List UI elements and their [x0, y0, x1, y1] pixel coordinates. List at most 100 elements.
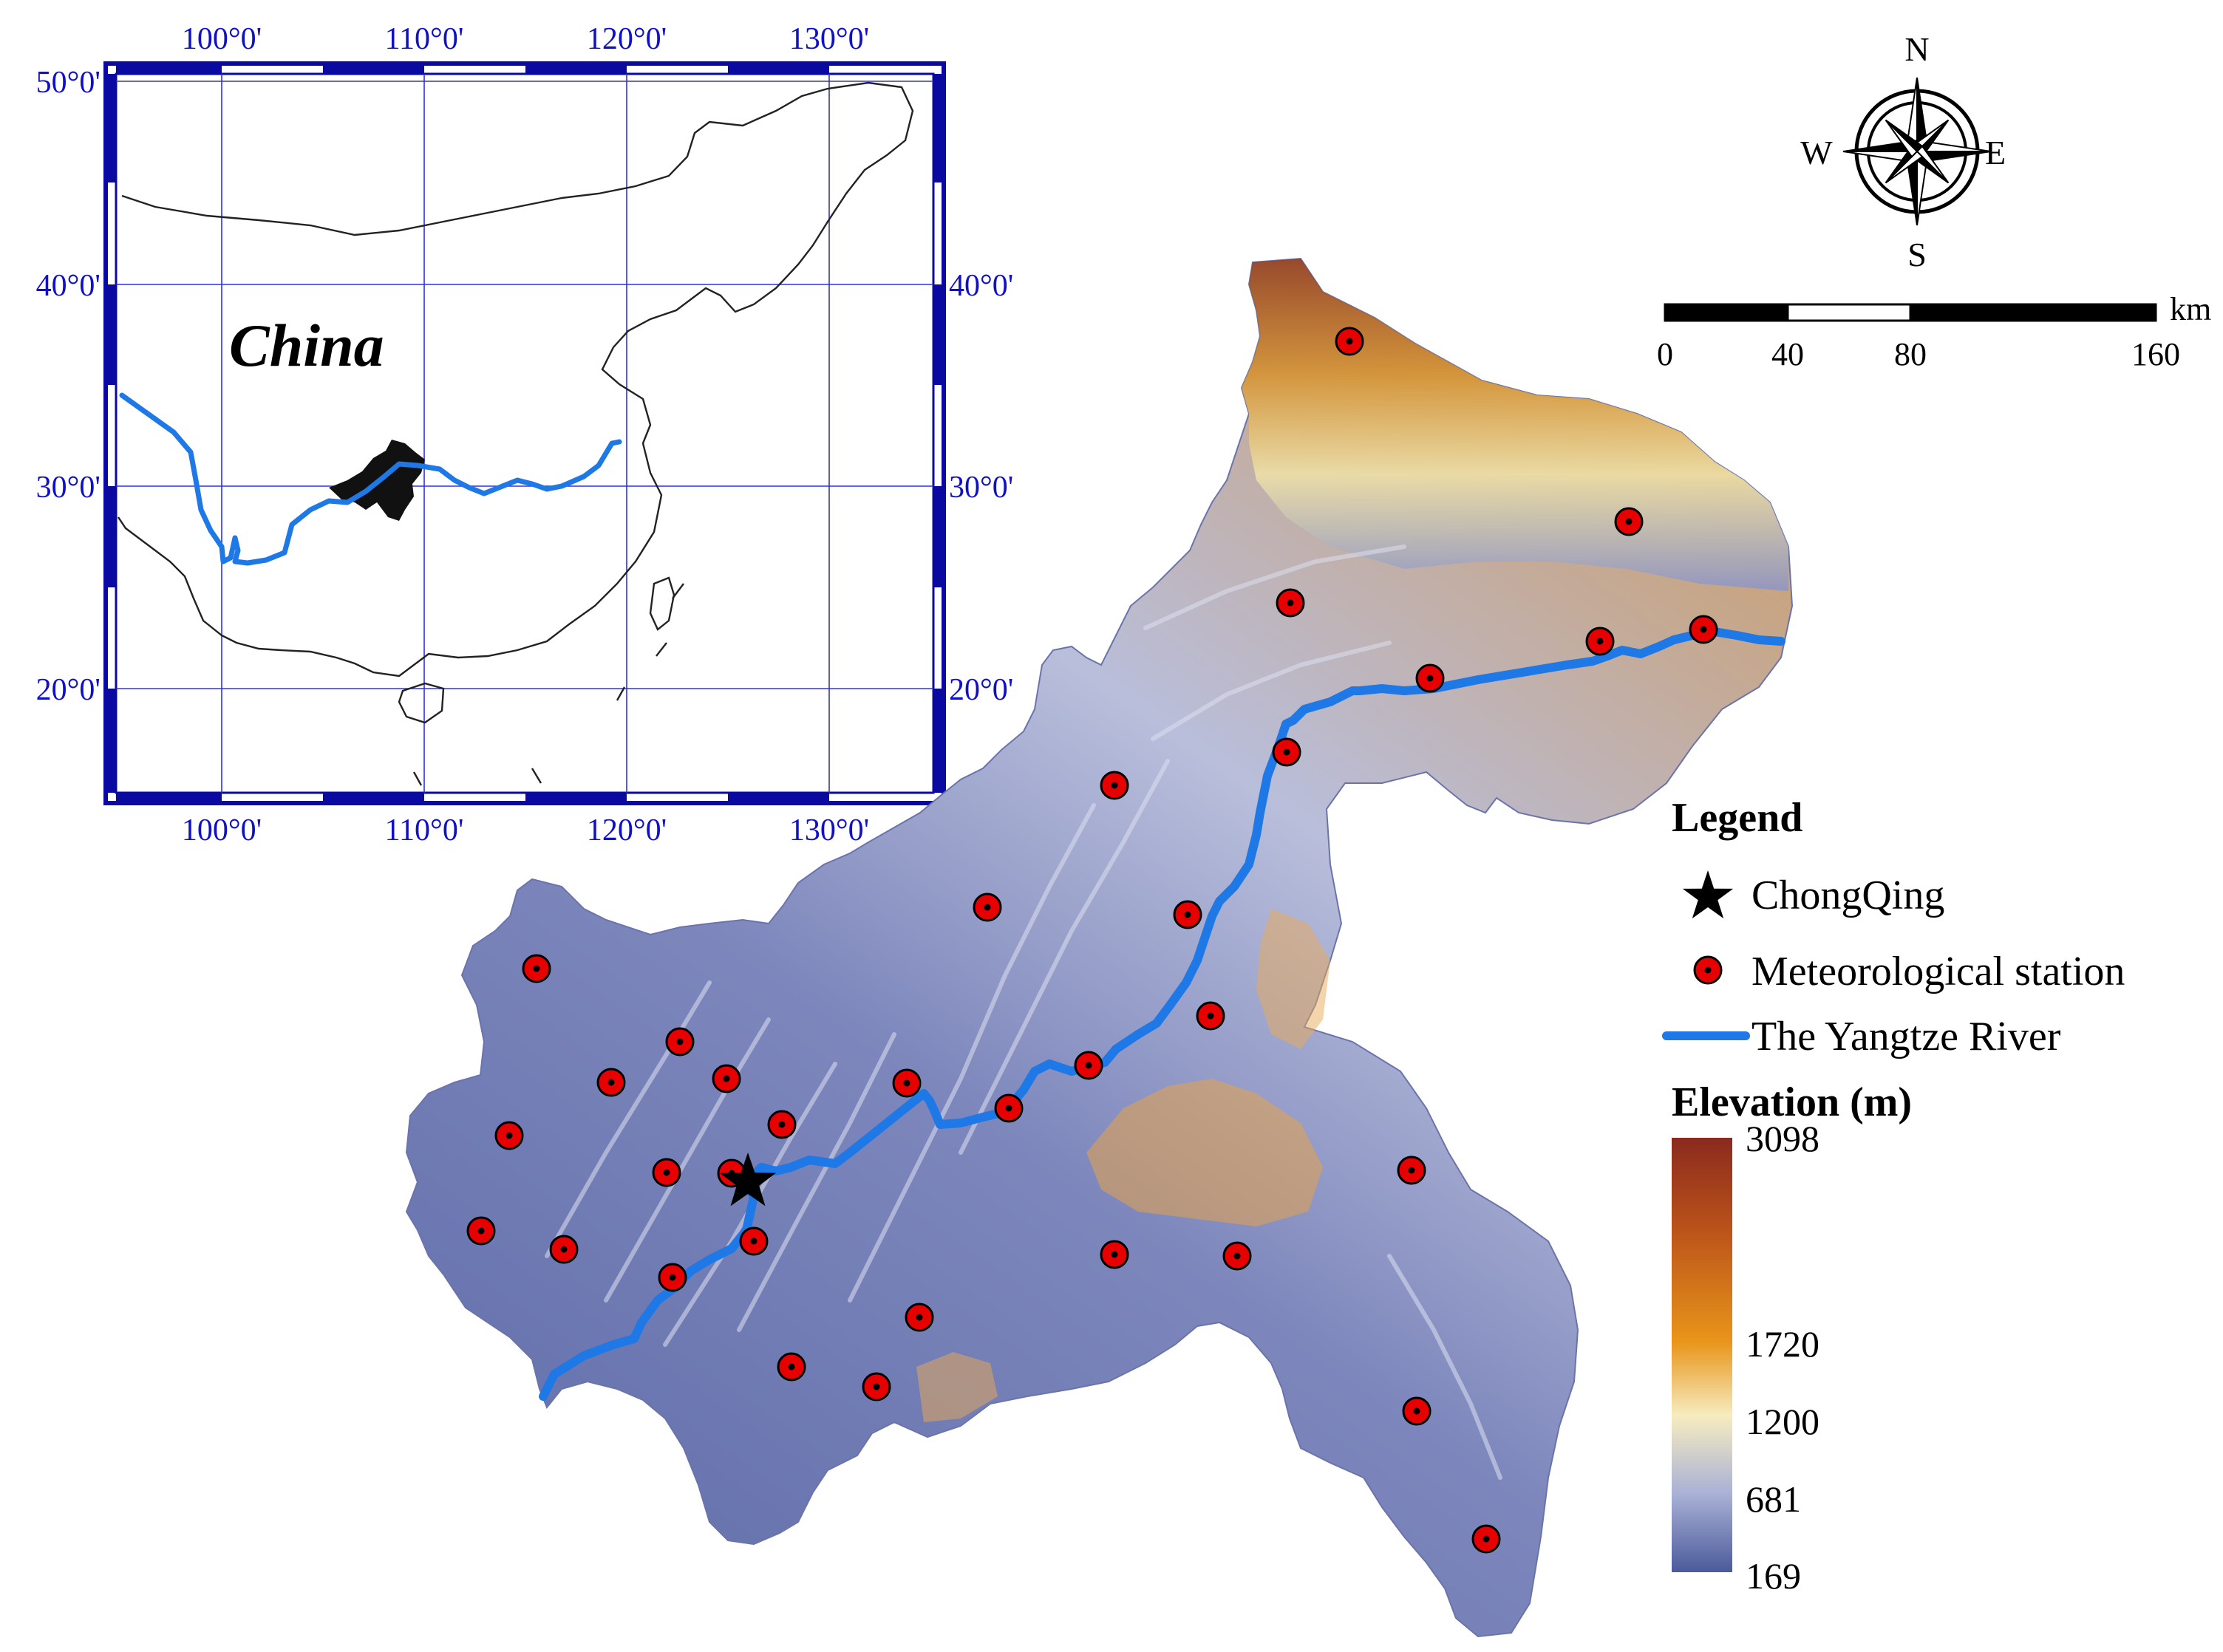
elevation-tick: 681 [1746, 1478, 1801, 1520]
station-marker-center [778, 1121, 786, 1128]
lat-label-right: 40°0' [949, 269, 1013, 303]
scale-segment-80-160 [1909, 303, 2157, 322]
lon-label-top: 100°0' [182, 22, 262, 56]
elevation-colorbar [1672, 1138, 1732, 1572]
inset-frame-tick [728, 793, 829, 803]
scale-bar: km 0 40 80 160 [1657, 291, 2211, 372]
inset-frame-tick [933, 74, 944, 182]
southern-ridge [916, 1352, 998, 1422]
inset-frame-tick [933, 486, 944, 587]
chongqing-terrain [405, 257, 1794, 1638]
station-marker-center [676, 1038, 684, 1045]
elevation-tick: 3098 [1746, 1118, 1819, 1159]
star-icon [1682, 870, 1734, 919]
station-marker-center [505, 1132, 513, 1139]
lat-label-left: 30°0' [36, 471, 101, 505]
compass-points [1842, 77, 1992, 226]
lon-label-top: 110°0' [385, 22, 464, 56]
station-marker-center [1346, 338, 1353, 345]
inset-frame-tick [728, 64, 829, 74]
lon-label-bottom: 120°0' [587, 813, 667, 847]
south-china-sea-dashes [412, 583, 684, 786]
inset-graticule [116, 74, 933, 793]
chongqing-star-marker [720, 1153, 776, 1206]
station-marker-center [1184, 911, 1191, 918]
lat-label-right: 30°0' [949, 471, 1013, 505]
inset-frame-tick [106, 74, 116, 182]
inset-map: China 100°0' 110°0' 120°0' 130°0' 100°0'… [36, 22, 1014, 847]
station-marker-center [1482, 1535, 1490, 1543]
station-marker-center [1207, 1012, 1214, 1020]
scale-tick-label: 80 [1894, 336, 1927, 372]
elevation-tick: 1720 [1746, 1323, 1819, 1365]
china-boundary [118, 81, 914, 677]
compass-south: S [1907, 236, 1927, 273]
inset-frame-tick [323, 64, 424, 74]
station-marker-center [1287, 599, 1294, 607]
taiwan-island [649, 576, 675, 631]
eastern-ridge [1256, 909, 1330, 1049]
station-dot-center [1704, 966, 1712, 974]
lat-label-left: 50°0' [36, 66, 101, 100]
legend-item-label: The Yangtze River [1751, 1014, 2061, 1059]
inset-lon-labels-bottom: 100°0' 110°0' 120°0' 130°0' [182, 813, 869, 847]
lat-label-left: 40°0' [36, 269, 101, 303]
elevation-tick: 169 [1746, 1555, 1801, 1597]
lat-label-right: 20°0' [949, 673, 1013, 707]
station-marker-center [788, 1363, 795, 1371]
inset-frame-tick [116, 793, 222, 803]
station-marker-center [1596, 638, 1604, 645]
station-marker-center [903, 1079, 910, 1087]
inset-title: China [229, 312, 384, 379]
station-marker-center [984, 904, 991, 911]
compass-rose: N S E W [1800, 30, 2006, 273]
compass-point [1885, 150, 1924, 184]
station-marker-center [1700, 626, 1707, 633]
elevation-title: Elevation (m) [1672, 1079, 1912, 1125]
legend: Legend ChongQing Meteorological station … [1662, 795, 2125, 1597]
legend-item-label: ChongQing [1751, 873, 1944, 918]
meteorological-stations [466, 327, 1718, 1554]
inset-yangtze-river [119, 392, 622, 566]
inset-frame-tick [106, 689, 116, 793]
lon-label-bottom: 130°0' [789, 813, 869, 847]
lat-label-left: 20°0' [36, 673, 101, 707]
compass-north: N [1904, 30, 1929, 68]
lon-label-top: 120°0' [587, 22, 667, 56]
inset-frame-inner [115, 72, 935, 794]
scale-tick-label: 40 [1771, 336, 1804, 372]
scale-tick-label: 160 [2131, 336, 2180, 372]
inset-frame-tick [106, 486, 116, 587]
scale-segment-40-80 [1786, 303, 1912, 322]
lon-label-top: 130°0' [789, 22, 869, 56]
station-marker-center [1426, 675, 1434, 682]
station-marker-center [560, 1246, 568, 1253]
station-marker-center [1005, 1105, 1012, 1112]
lon-label-bottom: 110°0' [385, 813, 464, 847]
station-marker-center [669, 1274, 676, 1281]
inset-frame-tick [525, 64, 627, 74]
inset-frame-tick [323, 793, 424, 803]
compass-east: E [1985, 134, 2006, 171]
inset-lat-labels-left: 50°0' 40°0' 30°0' 20°0' [36, 66, 101, 707]
inset-lon-labels-top: 100°0' 110°0' 120°0' 130°0' [182, 22, 869, 56]
inset-lat-labels-right: 40°0' 30°0' 20°0' [949, 269, 1013, 707]
chongqing-elevation-map [405, 257, 1794, 1638]
scale-segment-0-40 [1664, 303, 1789, 322]
legend-item-label: Meteorological station [1751, 949, 2125, 994]
station-marker-center [1233, 1252, 1241, 1260]
inset-frame-ticks [106, 64, 944, 803]
station-marker-center [1625, 518, 1633, 525]
compass-point [1885, 119, 1919, 158]
station-marker-center [533, 965, 540, 972]
elevation-tick: 1200 [1746, 1401, 1819, 1442]
station-marker-center [750, 1238, 758, 1245]
legend-title: Legend [1672, 795, 1802, 841]
inset-frame-tick [933, 689, 944, 793]
station-marker-center [1408, 1167, 1415, 1174]
inset-frame-tick [933, 284, 944, 385]
station-marker-center [1085, 1062, 1092, 1069]
station-marker-center [723, 1075, 730, 1082]
compass-west: W [1800, 134, 1833, 171]
